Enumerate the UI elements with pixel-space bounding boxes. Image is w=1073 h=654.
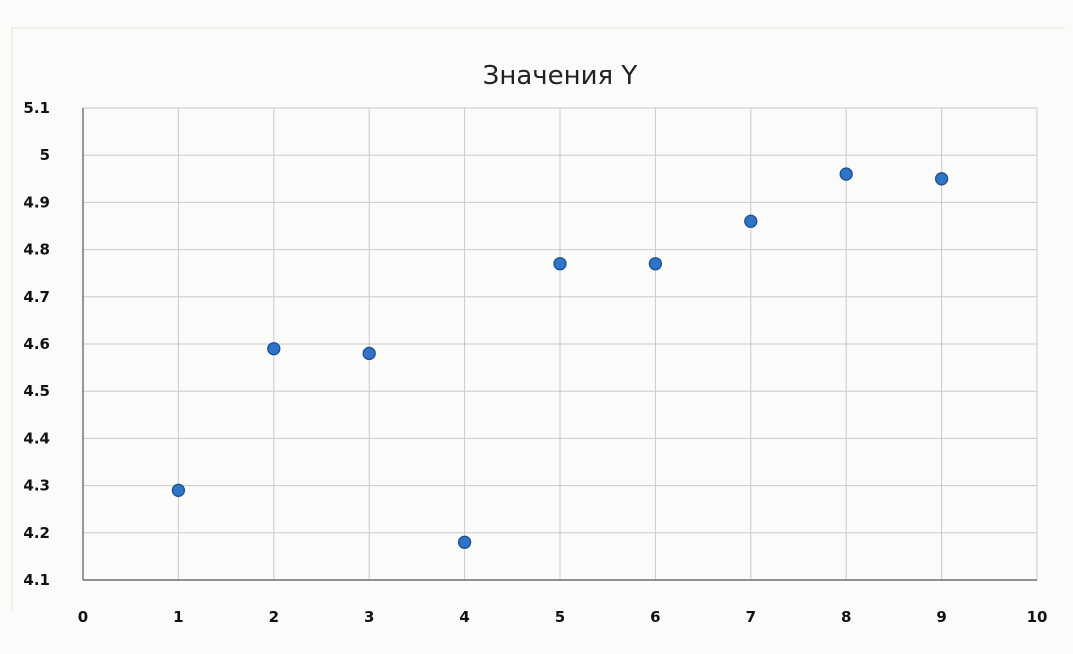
y-tick-label: 4.6 <box>23 335 50 353</box>
data-point <box>648 257 663 271</box>
x-tick-label: 4 <box>459 608 469 626</box>
grid-layer <box>83 107 1038 580</box>
x-tick-labels: 0 1 2 3 4 5 6 7 8 9 10 <box>78 608 1048 626</box>
data-point <box>744 214 758 228</box>
data-point <box>171 483 186 497</box>
data-point <box>457 535 472 549</box>
x-tick-label: 10 <box>1027 608 1048 626</box>
data-points <box>171 167 949 549</box>
axis-layer <box>82 108 1037 581</box>
y-tick-label: 4.2 <box>23 524 50 542</box>
x-tick-label: 2 <box>269 608 279 626</box>
y-tick-label: 4.5 <box>23 382 50 400</box>
data-point <box>839 167 853 181</box>
y-tick-label: 4.3 <box>23 477 50 495</box>
x-tick-label: 6 <box>650 608 660 626</box>
x-tick-label: 9 <box>936 608 946 626</box>
x-tick-label: 7 <box>746 608 756 626</box>
y-tick-label: 4.7 <box>23 288 50 306</box>
y-tick-label: 4.1 <box>23 571 50 589</box>
chart-title: Значения Y <box>483 61 638 91</box>
x-tick-label: 8 <box>841 608 851 626</box>
x-tick-label: 3 <box>364 608 374 626</box>
data-point <box>267 342 281 356</box>
y-tick-label: 5.1 <box>23 99 50 117</box>
y-tick-label: 5 <box>40 146 50 164</box>
y-tick-label: 4.8 <box>23 241 50 259</box>
data-point <box>934 172 949 186</box>
x-tick-label: 0 <box>78 608 88 626</box>
y-tick-labels: 4.1 4.2 4.3 4.4 4.5 4.6 4.7 4.8 4.9 5 5.1 <box>23 99 50 589</box>
x-tick-label: 5 <box>555 608 565 626</box>
data-point <box>553 257 567 271</box>
data-point <box>362 346 376 361</box>
x-tick-label: 1 <box>173 608 183 626</box>
y-tick-label: 4.4 <box>23 429 50 447</box>
y-tick-label: 4.9 <box>23 193 50 211</box>
